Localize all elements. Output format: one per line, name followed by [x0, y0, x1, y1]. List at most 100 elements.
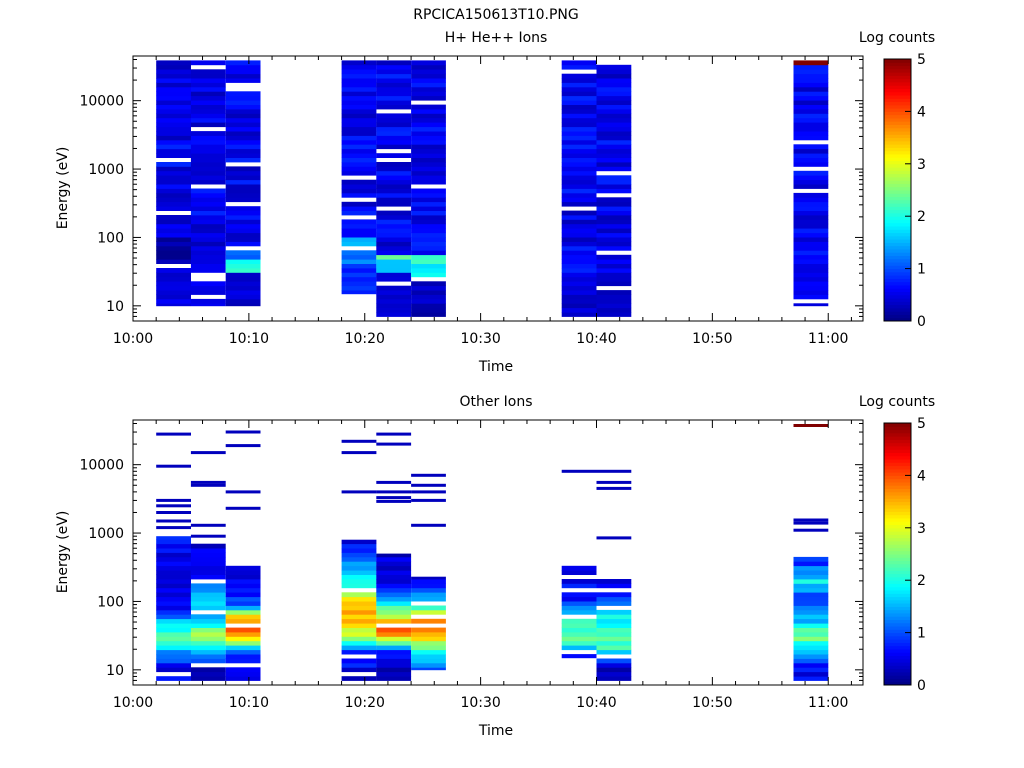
colorbar-swatch [884, 193, 911, 198]
colorbar-swatch [884, 655, 911, 660]
heatmap-cell [793, 565, 829, 571]
heatmap-cell [596, 649, 632, 655]
heatmap-cell [596, 162, 632, 167]
heatmap-cell [596, 245, 632, 251]
heatmap-cell [411, 498, 446, 502]
heatmap-cell [596, 69, 632, 75]
heatmap-cell [156, 95, 191, 101]
heatmap-cell [793, 78, 829, 83]
heatmap-cell [156, 592, 191, 598]
heatmap-cell [190, 237, 226, 242]
heatmap-cell [341, 281, 377, 287]
heatmap-cell [596, 64, 632, 70]
colorbar-swatch [884, 465, 911, 470]
heatmap-cell [561, 166, 597, 172]
heatmap-cell [411, 122, 446, 128]
heatmap-cell [793, 100, 829, 105]
heatmap-cell [376, 113, 412, 119]
heatmap-cell [376, 654, 412, 659]
heatmap-cell [376, 192, 412, 198]
heatmap-cell [596, 175, 632, 181]
heatmap-cell [156, 561, 191, 567]
heatmap-cell [190, 561, 226, 567]
heatmap-cell [596, 166, 632, 172]
heatmap-cell [793, 592, 829, 598]
heatmap-cell [793, 671, 829, 677]
heatmap-cell [190, 157, 226, 163]
colorbar-swatch [884, 622, 911, 627]
heatmap-cell [793, 117, 829, 123]
heatmap-cell [411, 215, 446, 220]
heatmap-cell [596, 601, 632, 606]
heatmap-cell [561, 645, 597, 651]
colorbar-swatch [884, 452, 911, 457]
heatmap-cell [411, 113, 446, 119]
heatmap-cell [561, 100, 597, 105]
heatmap-cell [225, 184, 261, 189]
heatmap-cell [793, 170, 829, 176]
heatmap-cell [793, 219, 829, 225]
heatmap-cell [341, 179, 377, 185]
heatmap-cell [376, 144, 412, 150]
heatmap-cell [190, 632, 226, 637]
heatmap-cell [225, 614, 261, 620]
heatmap-cell [341, 201, 377, 207]
heatmap-cell [156, 170, 191, 176]
heatmap-cell [225, 192, 261, 198]
heatmap-cell [376, 237, 412, 242]
colorbar-swatch [884, 517, 911, 522]
heatmap-cell [225, 91, 261, 97]
heatmap-cell [341, 565, 377, 571]
heatmap-cell [376, 583, 412, 589]
y-tick-label: 10 [106, 663, 124, 679]
heatmap-cell [596, 658, 632, 664]
heatmap-cell [793, 662, 829, 668]
heatmap-cell [793, 109, 829, 114]
x-tick-label: 10:20 [345, 331, 385, 347]
colorbar-tick-label: 5 [917, 52, 926, 68]
heatmap-cell [596, 596, 632, 602]
colorbar-swatch [884, 432, 911, 437]
heatmap-cell [341, 548, 377, 553]
heatmap-cell [156, 232, 191, 238]
heatmap-cell [376, 645, 412, 651]
heatmap-cell [156, 241, 191, 247]
colorbar-swatch [884, 501, 911, 506]
time-column [341, 439, 377, 681]
heatmap-cell [561, 298, 597, 304]
colorbar-tick-label: 4 [917, 104, 926, 120]
heatmap-cell [156, 464, 191, 468]
heatmap-cell [156, 627, 191, 633]
heatmap-cell [561, 623, 597, 628]
heatmap-cell [793, 272, 829, 278]
heatmap-cell [596, 91, 632, 97]
heatmap-cell [225, 117, 261, 123]
colorbar-swatch [884, 612, 911, 617]
heatmap-cell [341, 574, 377, 580]
heatmap-cell [341, 78, 377, 83]
heatmap-cell [225, 444, 261, 448]
heatmap-cell [561, 86, 597, 92]
colorbar-swatch [884, 258, 911, 263]
heatmap-cell [793, 285, 829, 291]
heatmap-cell [376, 197, 412, 203]
heatmap-cell [225, 565, 261, 571]
colorbar-swatch [884, 294, 911, 299]
heatmap-cell [411, 605, 446, 611]
heatmap-cell [341, 570, 377, 575]
heatmap-cell [225, 188, 261, 194]
heatmap-cell [596, 104, 632, 110]
heatmap-cell [376, 162, 412, 167]
colorbar-swatch [884, 423, 911, 427]
heatmap-cell [376, 614, 412, 620]
x-axis-label: Time [478, 723, 513, 739]
colorbar-swatch [884, 524, 911, 529]
heatmap-cell [596, 303, 632, 309]
heatmap-cell [190, 201, 226, 207]
time-column [156, 60, 191, 307]
colorbar-swatch [884, 114, 911, 119]
colorbar-swatch [884, 668, 911, 673]
colorbar-swatch [884, 216, 911, 220]
colorbar-swatch [884, 593, 911, 598]
heatmap-cell [341, 109, 377, 114]
